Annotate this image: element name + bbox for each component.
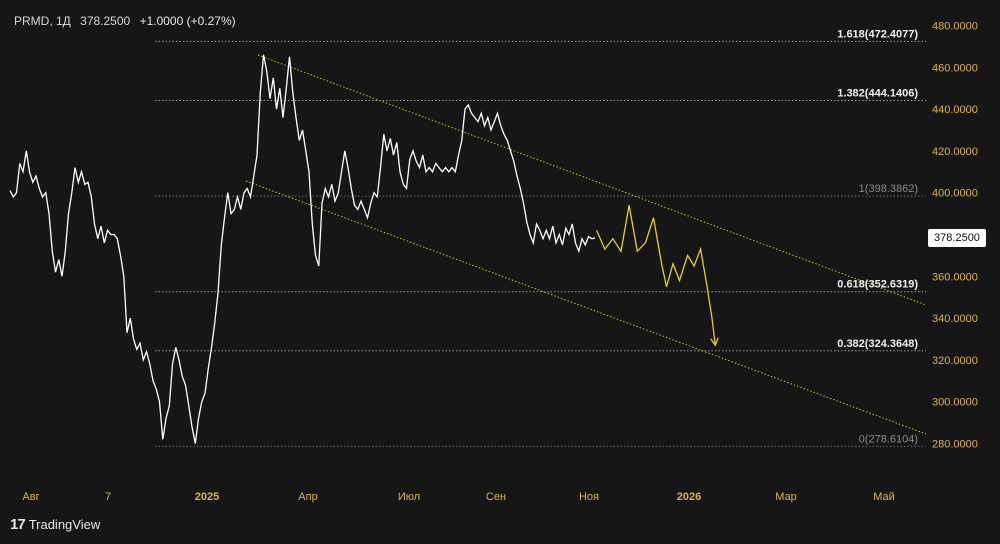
y-tick-label: 360.0000 (932, 271, 978, 283)
fib-level-label: 1.382(444.1406) (837, 87, 918, 99)
channel-upper-line (257, 54, 927, 306)
fib-level-label: 0.382(324.3648) (837, 338, 918, 350)
forecast-line (596, 205, 716, 346)
y-tick-label: 460.0000 (932, 62, 978, 74)
symbol-label: PRMD, 1Д (14, 14, 71, 28)
y-tick-label: 280.0000 (932, 439, 978, 451)
chart-header: PRMD, 1Д 378.2500 +1.0000 (+0.27%) (14, 14, 242, 28)
channel-lower-line (245, 180, 927, 435)
y-tick-label: 300.0000 (932, 397, 978, 409)
fib-level-label: 1.618(472.4077) (837, 28, 918, 40)
price-line (9, 54, 596, 444)
forecast-arrow-icon (710, 337, 719, 347)
y-tick-label: 480.0000 (932, 21, 978, 33)
last-price-tag: 378.2500 (928, 229, 986, 247)
x-tick-label: Апр (298, 491, 317, 503)
x-tick-label: Сен (486, 491, 506, 503)
x-tick-label: 2026 (677, 491, 701, 503)
price-value: 378.2500 (80, 14, 131, 28)
tradingview-logo[interactable]: 17 TradingView (10, 516, 100, 533)
x-axis: Авг 7 2025 Апр Июл Сен Ноя 2026 Мар Май (22, 491, 894, 503)
fib-level-label: 1(398.3862) (859, 183, 918, 195)
y-tick-label: 440.0000 (932, 104, 978, 116)
x-tick-label: Июл (398, 491, 420, 503)
y-tick-label: 420.0000 (932, 146, 978, 158)
x-tick-label: 2025 (195, 491, 219, 503)
x-tick-label: Ноя (579, 491, 599, 503)
tradingview-icon: 17 (10, 516, 26, 533)
fibonacci-levels: 1.618(472.4077) 1.382(444.1406) 1(398.3862… (155, 28, 926, 447)
y-tick-label: 340.0000 (932, 313, 978, 325)
x-tick-label: Май (873, 491, 895, 503)
y-tick-label: 400.0000 (932, 188, 978, 200)
fib-level-label: 0(278.6104) (859, 433, 918, 445)
x-tick-label: 7 (105, 491, 111, 503)
x-tick-label: Мар (775, 491, 797, 503)
price-change: +1.0000 (+0.27%) (139, 14, 236, 28)
y-tick-label: 320.0000 (932, 355, 978, 367)
brand-name: TradingView (28, 517, 101, 532)
x-tick-label: Авг (22, 491, 39, 503)
fib-level-label: 0.618(352.6319) (837, 279, 918, 291)
